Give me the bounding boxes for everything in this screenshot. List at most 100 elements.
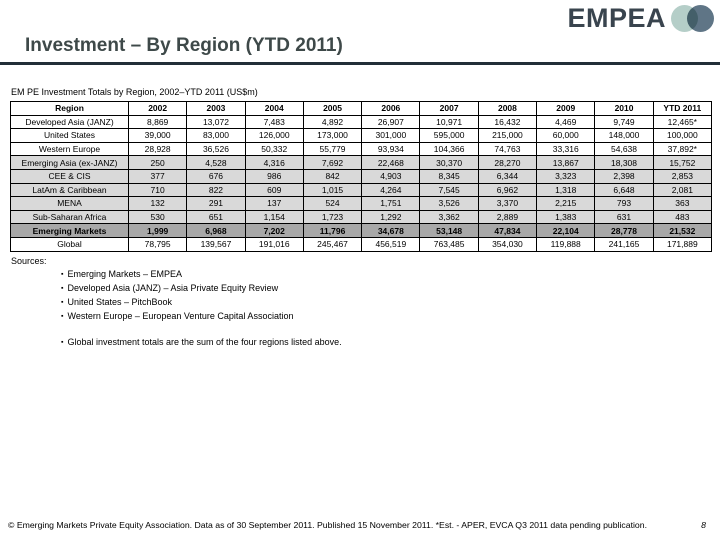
region-cell: Western Europe [10,141,129,157]
source-item-label: United States – PitchBook [67,297,173,307]
value-cell: 1,318 [536,182,596,198]
sources-label: Sources: [11,256,47,266]
value-cell: 36,526 [186,141,246,157]
value-cell: 28,270 [477,155,538,170]
value-cell: 3,370 [477,196,538,211]
value-cell: 11,796 [302,223,363,238]
value-cell: 4,528 [186,155,246,170]
bullet-icon: ▪ [61,339,64,346]
value-cell: 53,148 [419,223,479,238]
table-row: MENA 132 291 137 524 1,751 3,526 3,370 2,215 793 3… [10,196,713,211]
title-divider [0,62,720,65]
value-cell: 8,345 [419,168,479,184]
sources-section: Sources: ▪ Emerging Markets – EMPEA ▪ Devel… [11,256,342,350]
value-cell: 132 [127,196,188,211]
value-cell: 215,000 [477,128,538,143]
value-cell: 2,398 [594,168,654,184]
value-cell: 93,934 [361,141,421,157]
region-cell: United States [10,128,129,143]
value-cell: 1,015 [302,182,363,198]
source-item: ▪ Developed Asia (JANZ) – Asia Private Eq… [61,282,342,296]
table-header-cell: 2010 [594,101,654,116]
table-header-cell: 2009 [536,101,596,116]
value-cell: 524 [302,196,363,211]
value-cell: 3,362 [419,209,479,225]
value-cell: 609 [244,182,304,198]
value-cell: 4,892 [302,114,363,130]
table-header-cell: Region [10,101,129,116]
table-caption: EM PE Investment Totals by Region, 2002–… [11,87,258,97]
sources-list: ▪ Emerging Markets – EMPEA ▪ Developed Asia… [11,268,342,324]
value-cell: 12,465* [652,114,713,130]
value-cell: 986 [244,168,304,184]
value-cell: 291 [186,196,246,211]
value-cell: 842 [302,168,363,184]
value-cell: 651 [186,209,246,225]
value-cell: 7,545 [419,182,479,198]
source-item: ▪ Western Europe – European Venture Capit… [61,310,342,324]
value-cell: 83,000 [186,128,246,143]
value-cell: 33,316 [536,141,596,157]
value-cell: 2,081 [652,182,713,198]
table-row: Sub-Saharan Africa 530 651 1,154 1,723 1,292 3… [10,209,713,225]
value-cell: 676 [186,168,246,184]
table-row: Developed Asia (JANZ) 8,869 13,072 7,483 4,8… [10,114,713,130]
table-row: CEE & CIS 377 676 986 842 4,903 8,345 6,344 3,32… [10,168,713,184]
slide-footer: © Emerging Markets Private Equity Associ… [8,520,712,530]
region-cell: Global [10,236,129,252]
value-cell: 100,000 [652,128,713,143]
value-cell: 191,016 [244,236,304,252]
logo-right-circle-icon [687,5,714,32]
table-header-cell: YTD 2011 [652,101,713,116]
region-table-body: Developed Asia (JANZ) 8,869 13,072 7,483 4,8… [10,114,713,252]
value-cell: 4,264 [361,182,421,198]
footer-text: © Emerging Markets Private Equity Associ… [8,520,648,530]
value-cell: 6,648 [594,182,654,198]
region-cell: Emerging Asia (ex-JANZ) [10,155,129,170]
value-cell: 104,366 [419,141,479,157]
value-cell: 822 [186,182,246,198]
value-cell: 30,370 [419,155,479,170]
table-header-cell: 2004 [244,101,304,116]
bullet-icon: ▪ [61,271,64,278]
value-cell: 28,778 [594,223,654,238]
value-cell: 16,432 [477,114,538,130]
value-cell: 250 [127,155,188,170]
value-cell: 631 [594,209,654,225]
page-title: Investment – By Region (YTD 2011) [25,35,343,56]
table-row: LatAm & Caribbean 710 822 609 1,015 4,264 7,54… [10,182,713,198]
value-cell: 2,853 [652,168,713,184]
value-cell: 1,292 [361,209,421,225]
region-cell: Sub-Saharan Africa [10,209,129,225]
page-number: 8 [701,520,706,530]
value-cell: 9,749 [594,114,654,130]
region-cell: MENA [10,196,129,211]
value-cell: 1,383 [536,209,596,225]
source-item-label: Developed Asia (JANZ) – Asia Private Equ… [67,283,279,293]
value-cell: 595,000 [419,128,479,143]
sources-note: ▪ Global investment totals are the sum of… [11,336,342,350]
investment-table: Region 2002 2003 2004 2005 2006 2007 2008 2009 20… [10,101,713,252]
value-cell: 74,763 [477,141,538,157]
value-cell: 173,000 [302,128,363,143]
value-cell: 13,867 [536,155,596,170]
region-cell: LatAm & Caribbean [10,182,129,198]
value-cell: 354,030 [477,236,538,252]
bullet-icon: ▪ [61,299,64,306]
value-cell: 54,638 [594,141,654,157]
value-cell: 28,928 [127,141,188,157]
value-cell: 21,532 [652,223,713,238]
value-cell: 7,483 [244,114,304,130]
value-cell: 119,888 [536,236,596,252]
table-row: Global 78,795 139,567 191,016 245,467 456,519… [10,236,713,252]
table-header-cell: 2002 [127,101,188,116]
value-cell: 2,889 [477,209,538,225]
value-cell: 301,000 [361,128,421,143]
value-cell: 6,344 [477,168,538,184]
empea-logo-text: EMPEA [567,3,666,33]
value-cell: 2,215 [536,196,596,211]
table-row: Emerging Asia (ex-JANZ) 250 4,528 4,316 7,69… [10,155,713,170]
value-cell: 22,468 [361,155,421,170]
value-cell: 148,000 [594,128,654,143]
value-cell: 4,316 [244,155,304,170]
